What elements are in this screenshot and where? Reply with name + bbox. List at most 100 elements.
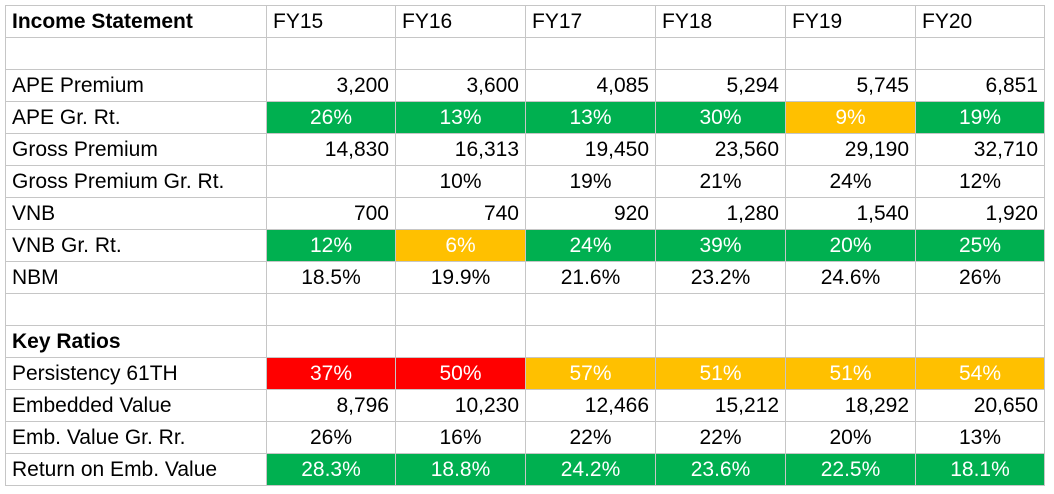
section-title[interactable]: Income Statement [5,5,267,38]
value-cell[interactable]: 9% [785,101,916,134]
value-cell[interactable]: 10% [395,165,526,198]
empty-cell[interactable] [785,325,916,358]
value-cell[interactable]: 21.6% [525,261,656,294]
value-cell[interactable]: 24% [525,229,656,262]
value-cell[interactable]: 39% [655,229,786,262]
value-cell[interactable]: 3,600 [395,69,526,102]
empty-cell[interactable] [395,325,526,358]
value-cell[interactable]: 18.1% [915,453,1045,486]
section-title[interactable]: Key Ratios [5,325,267,358]
value-cell[interactable]: 1,280 [655,197,786,230]
value-cell[interactable]: 30% [655,101,786,134]
value-cell[interactable]: 3,200 [266,69,396,102]
value-cell[interactable]: 24.2% [525,453,656,486]
value-cell[interactable]: 22% [525,421,656,454]
value-cell[interactable]: 28.3% [266,453,396,486]
value-cell[interactable]: 16,313 [395,133,526,166]
value-cell[interactable]: 57% [525,357,656,390]
value-cell[interactable]: 26% [266,101,396,134]
empty-cell[interactable] [785,293,916,326]
value-cell[interactable]: 19,450 [525,133,656,166]
value-cell[interactable]: 50% [395,357,526,390]
empty-cell[interactable] [395,293,526,326]
value-cell[interactable]: 8,796 [266,389,396,422]
value-cell[interactable]: 20% [785,229,916,262]
year-header[interactable]: FY17 [525,5,656,38]
empty-cell[interactable] [266,293,396,326]
value-cell[interactable]: 20% [785,421,916,454]
value-cell[interactable]: 24% [785,165,916,198]
value-cell[interactable]: 26% [915,261,1045,294]
value-cell[interactable]: 22.5% [785,453,916,486]
value-cell[interactable]: 6% [395,229,526,262]
value-cell[interactable]: 10,230 [395,389,526,422]
value-cell[interactable]: 51% [785,357,916,390]
row-label[interactable]: VNB Gr. Rt. [5,229,267,262]
row-label[interactable]: VNB [5,197,267,230]
year-header[interactable]: FY15 [266,5,396,38]
empty-cell[interactable] [915,293,1045,326]
value-cell[interactable]: 5,745 [785,69,916,102]
empty-cell[interactable] [915,37,1045,70]
value-cell[interactable]: 20,650 [915,389,1045,422]
value-cell[interactable]: 32,710 [915,133,1045,166]
value-cell[interactable]: 12% [266,229,396,262]
value-cell[interactable]: 25% [915,229,1045,262]
empty-cell[interactable] [525,37,656,70]
value-cell[interactable]: 26% [266,421,396,454]
value-cell[interactable]: 37% [266,357,396,390]
value-cell[interactable]: 920 [525,197,656,230]
value-cell[interactable]: 19% [915,101,1045,134]
empty-cell[interactable] [5,293,267,326]
value-cell[interactable]: 13% [525,101,656,134]
value-cell[interactable]: 22% [655,421,786,454]
value-cell[interactable]: 13% [395,101,526,134]
value-cell[interactable]: 16% [395,421,526,454]
year-header[interactable]: FY20 [915,5,1045,38]
empty-cell[interactable] [785,37,916,70]
row-label[interactable]: Gross Premium [5,133,267,166]
value-cell[interactable]: 12,466 [525,389,656,422]
row-label[interactable]: Return on Emb. Value [5,453,267,486]
row-label[interactable]: Embedded Value [5,389,267,422]
row-label[interactable]: APE Gr. Rt. [5,101,267,134]
value-cell[interactable]: 54% [915,357,1045,390]
empty-cell[interactable] [266,325,396,358]
value-cell[interactable]: 4,085 [525,69,656,102]
empty-cell[interactable] [655,325,786,358]
value-cell[interactable]: 6,851 [915,69,1045,102]
value-cell[interactable]: 23.2% [655,261,786,294]
row-label[interactable]: Persistency 61TH [5,357,267,390]
row-label[interactable]: NBM [5,261,267,294]
value-cell[interactable]: 5,294 [655,69,786,102]
empty-cell[interactable] [395,37,526,70]
value-cell[interactable]: 18.5% [266,261,396,294]
value-cell[interactable]: 1,920 [915,197,1045,230]
value-cell[interactable]: 700 [266,197,396,230]
value-cell[interactable]: 18.8% [395,453,526,486]
value-cell[interactable]: 1,540 [785,197,916,230]
value-cell[interactable]: 29,190 [785,133,916,166]
value-cell[interactable]: 23.6% [655,453,786,486]
empty-cell[interactable] [655,293,786,326]
empty-cell[interactable] [266,37,396,70]
year-header[interactable]: FY16 [395,5,526,38]
empty-cell[interactable] [525,293,656,326]
row-label[interactable]: Emb. Value Gr. Rr. [5,421,267,454]
value-cell[interactable]: 13% [915,421,1045,454]
value-cell[interactable]: 51% [655,357,786,390]
value-cell[interactable]: 15,212 [655,389,786,422]
value-cell[interactable]: 19% [525,165,656,198]
value-cell[interactable]: 14,830 [266,133,396,166]
empty-cell[interactable] [655,37,786,70]
value-cell[interactable]: 24.6% [785,261,916,294]
value-cell[interactable]: 12% [915,165,1045,198]
year-header[interactable]: FY18 [655,5,786,38]
value-cell[interactable]: 21% [655,165,786,198]
value-cell[interactable]: 740 [395,197,526,230]
empty-cell[interactable] [5,37,267,70]
value-cell[interactable] [266,165,396,198]
year-header[interactable]: FY19 [785,5,916,38]
empty-cell[interactable] [915,325,1045,358]
row-label[interactable]: APE Premium [5,69,267,102]
